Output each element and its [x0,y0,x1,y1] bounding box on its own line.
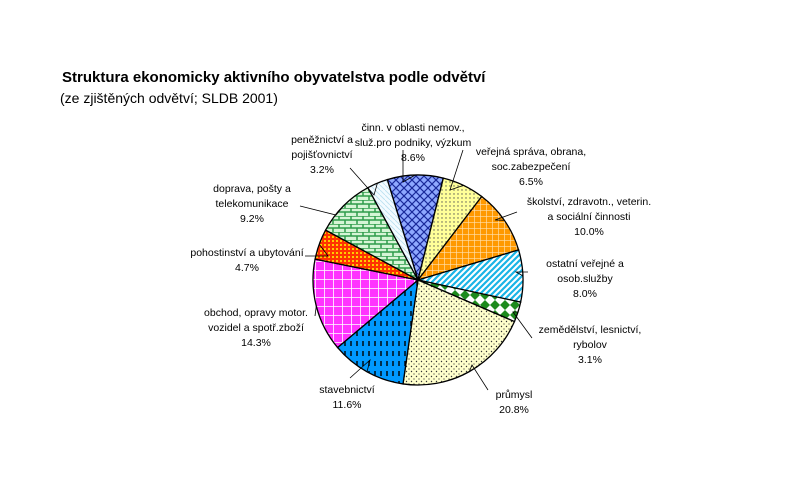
leader-line [512,311,533,339]
pie-leader-lines [299,149,533,391]
slice-category-label: a sociální činnosti [548,211,631,223]
chart-subtitle: (ze zjištěných odvětví; SLDB 2001) [60,90,278,106]
slice-category-label: činn. v oblasti nemov., [361,122,464,134]
leader-line [449,149,464,191]
slice-category-label: služ.pro podniky, výzkum [355,137,472,149]
leader-line [468,364,489,391]
slice-category-label: vozidel a spotř.zboží [208,322,304,334]
slice-value-label: 11.6% [333,399,362,411]
leader-line [402,150,416,183]
slice-category-label: doprava, pošty a [213,183,291,195]
slice-category-label: stavebnictví [319,384,375,396]
slice-category-label: školství, zdravotn., veterin. [527,196,651,208]
slice-category-label: osob.služby [557,273,613,285]
slice-category-label: obchod, opravy motor. [204,307,308,319]
slice-value-label: 9.2% [240,213,264,225]
slice-value-label: 3.2% [310,164,334,176]
slice-category-label: pohostinství a ubytování [190,247,303,259]
slice-category-label: telekomunikace [216,198,289,210]
pie-slices [312,174,524,386]
leader-line [305,244,329,257]
slice-category-label: rybolov [573,339,608,351]
slice-category-label: ostatní veřejné a [546,258,624,270]
slice-value-label: 8.6% [401,152,425,164]
slice-value-label: 8.0% [573,288,597,300]
slice-category-label: peněžnictví a [291,134,353,146]
slice-category-label: zemědělství, lesnictví, [539,324,642,336]
pie-labels: činn. v oblasti nemov., služ.pro podniky,… [190,122,651,416]
slice-category-label: pojišťovnictví [291,149,352,161]
leader-line [494,211,518,221]
slice-value-label: 14.3% [241,337,271,349]
leader-line [349,167,378,196]
leader-line [314,305,317,317]
slice-value-label: 6.5% [519,176,543,188]
leader-line [299,205,345,216]
slice-value-label: 10.0% [574,226,604,238]
leader-line [349,358,371,379]
slice-category-label: průmysl [496,389,533,401]
leader-line [514,271,528,277]
slice-value-label: 3.1% [578,354,602,366]
slice-category-label: veřejná správa, obrana, [476,146,586,158]
chart-title: Struktura ekonomicky aktivního obyvatels… [62,69,486,86]
slice-value-label: 4.7% [235,262,259,274]
slice-value-label: 20.8% [499,404,529,416]
slice-category-label: soc.zabezpečení [492,161,571,173]
